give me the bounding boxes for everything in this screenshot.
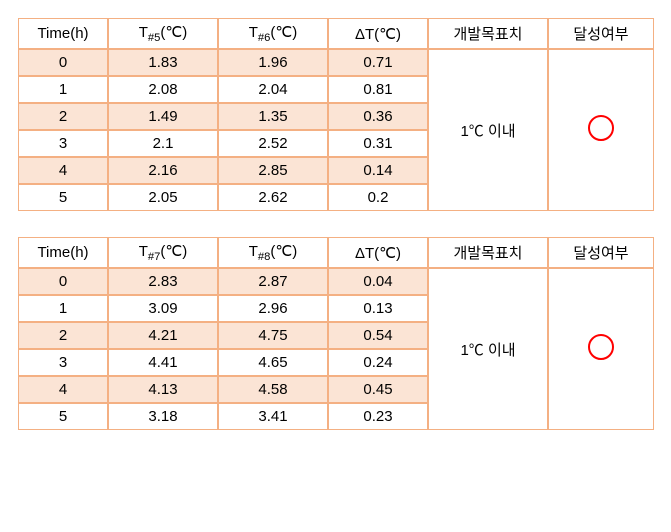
cell-tA: 2.16 <box>108 157 218 184</box>
cell-dT: 0.31 <box>328 130 428 157</box>
cell-dT: 0.71 <box>328 49 428 76</box>
col-header-target: 개발목표치 <box>428 18 548 49</box>
col-header-tA: T#7(℃) <box>108 237 218 268</box>
cell-tB: 2.52 <box>218 130 328 157</box>
col-header-time: Time(h) <box>18 18 108 49</box>
cell-dT: 0.81 <box>328 76 428 103</box>
achieved-circle-icon <box>588 334 614 360</box>
cell-tB: 2.04 <box>218 76 328 103</box>
cell-time: 3 <box>18 349 108 376</box>
col-header-tB: T#6(℃) <box>218 18 328 49</box>
cell-tB: 2.96 <box>218 295 328 322</box>
cell-time: 0 <box>18 49 108 76</box>
table-row: 01.831.960.711℃ 이내 <box>18 49 654 76</box>
tables-root: Time(h)T#5(℃)T#6(℃)ΔT(℃)개발목표치달성여부01.831.… <box>18 18 653 430</box>
achieved-cell <box>548 268 654 430</box>
cell-time: 3 <box>18 130 108 157</box>
cell-tB: 4.65 <box>218 349 328 376</box>
cell-tB: 4.58 <box>218 376 328 403</box>
cell-tB: 2.62 <box>218 184 328 211</box>
col-header-dT: ΔT(℃) <box>328 237 428 268</box>
col-header-achv: 달성여부 <box>548 18 654 49</box>
col-header-time: Time(h) <box>18 237 108 268</box>
cell-tB: 1.96 <box>218 49 328 76</box>
achieved-circle-icon <box>588 115 614 141</box>
cell-time: 2 <box>18 322 108 349</box>
cell-time: 2 <box>18 103 108 130</box>
cell-tA: 1.83 <box>108 49 218 76</box>
header-row: Time(h)T#7(℃)T#8(℃)ΔT(℃)개발목표치달성여부 <box>18 237 654 268</box>
cell-time: 1 <box>18 295 108 322</box>
cell-tB: 2.85 <box>218 157 328 184</box>
col-header-tB: T#8(℃) <box>218 237 328 268</box>
col-header-tA: T#5(℃) <box>108 18 218 49</box>
cell-time: 0 <box>18 268 108 295</box>
cell-tA: 2.1 <box>108 130 218 157</box>
cell-time: 4 <box>18 157 108 184</box>
cell-dT: 0.54 <box>328 322 428 349</box>
cell-dT: 0.14 <box>328 157 428 184</box>
cell-tB: 3.41 <box>218 403 328 430</box>
cell-tA: 2.08 <box>108 76 218 103</box>
cell-tA: 3.09 <box>108 295 218 322</box>
cell-tA: 3.18 <box>108 403 218 430</box>
achieved-cell <box>548 49 654 211</box>
col-header-achv: 달성여부 <box>548 237 654 268</box>
cell-tA: 4.21 <box>108 322 218 349</box>
cell-tB: 4.75 <box>218 322 328 349</box>
cell-dT: 0.13 <box>328 295 428 322</box>
cell-tA: 2.05 <box>108 184 218 211</box>
cell-tA: 4.41 <box>108 349 218 376</box>
cell-dT: 0.24 <box>328 349 428 376</box>
cell-dT: 0.23 <box>328 403 428 430</box>
cell-tA: 1.49 <box>108 103 218 130</box>
header-row: Time(h)T#5(℃)T#6(℃)ΔT(℃)개발목표치달성여부 <box>18 18 654 49</box>
cell-time: 4 <box>18 376 108 403</box>
cell-time: 5 <box>18 403 108 430</box>
cell-tB: 2.87 <box>218 268 328 295</box>
cell-dT: 0.36 <box>328 103 428 130</box>
data-table-1: Time(h)T#7(℃)T#8(℃)ΔT(℃)개발목표치달성여부02.832.… <box>18 237 654 430</box>
col-header-target: 개발목표치 <box>428 237 548 268</box>
target-cell: 1℃ 이내 <box>428 49 548 211</box>
cell-tA: 4.13 <box>108 376 218 403</box>
cell-time: 5 <box>18 184 108 211</box>
cell-dT: 0.04 <box>328 268 428 295</box>
cell-tB: 1.35 <box>218 103 328 130</box>
data-table-0: Time(h)T#5(℃)T#6(℃)ΔT(℃)개발목표치달성여부01.831.… <box>18 18 654 211</box>
col-header-dT: ΔT(℃) <box>328 18 428 49</box>
cell-dT: 0.2 <box>328 184 428 211</box>
table-row: 02.832.870.041℃ 이내 <box>18 268 654 295</box>
table-gap <box>18 211 653 237</box>
cell-time: 1 <box>18 76 108 103</box>
cell-tA: 2.83 <box>108 268 218 295</box>
cell-dT: 0.45 <box>328 376 428 403</box>
target-cell: 1℃ 이내 <box>428 268 548 430</box>
